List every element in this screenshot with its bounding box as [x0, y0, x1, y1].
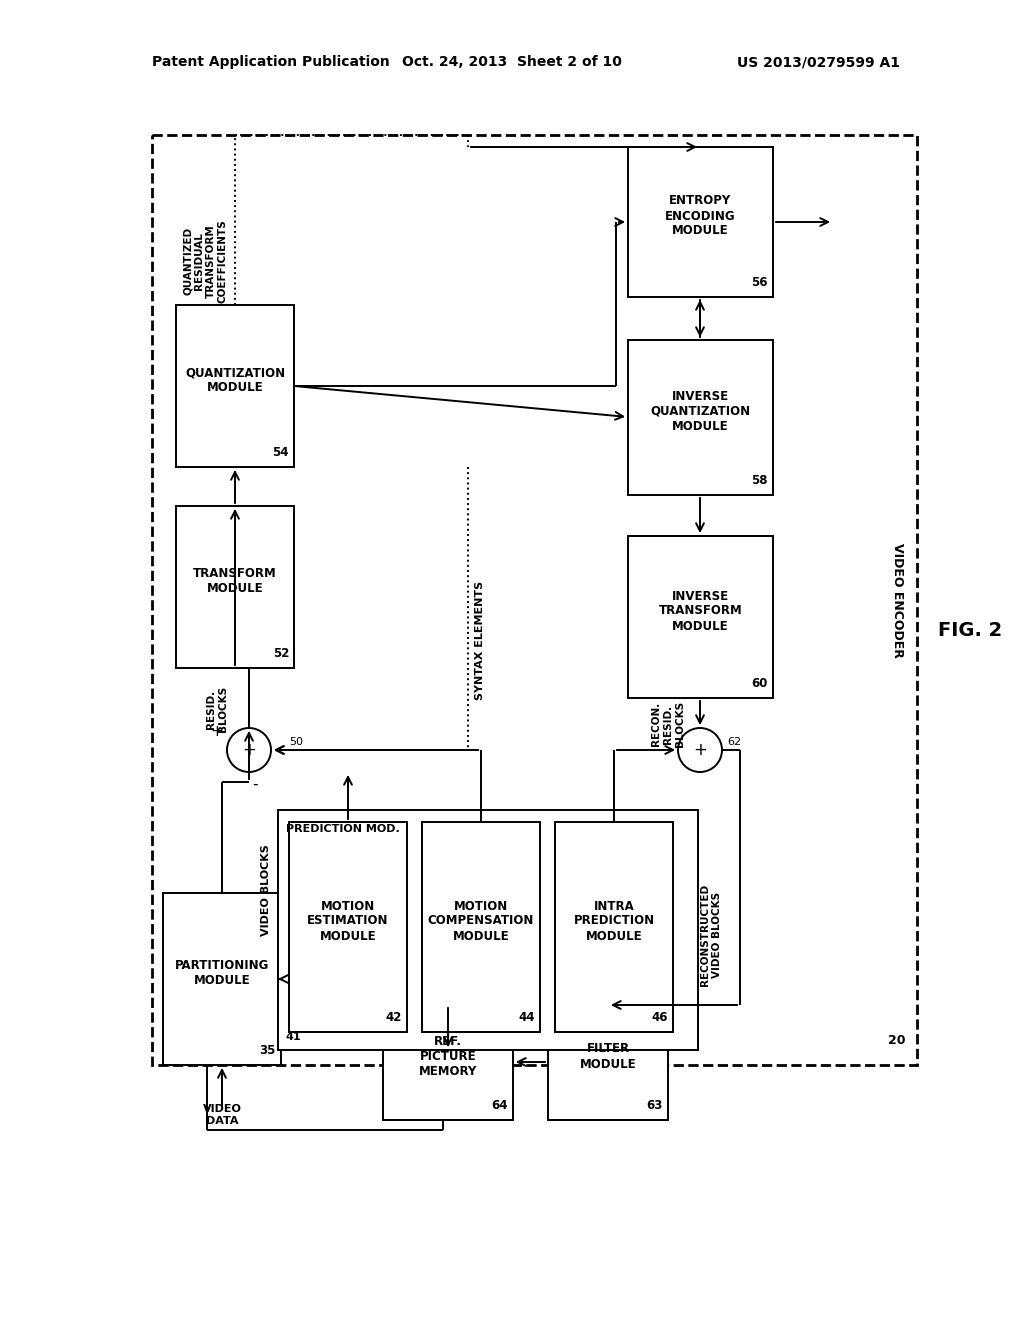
Text: VIDEO ENCODER: VIDEO ENCODER [891, 543, 903, 657]
Text: REF.
PICTURE
MEMORY: REF. PICTURE MEMORY [419, 1035, 477, 1078]
Text: 54: 54 [272, 446, 289, 459]
Text: SYNTAX ELEMENTS: SYNTAX ELEMENTS [475, 581, 485, 700]
Text: 42: 42 [386, 1011, 402, 1024]
Text: MOTION
ESTIMATION
MODULE: MOTION ESTIMATION MODULE [307, 899, 389, 942]
Text: +: + [242, 741, 256, 759]
Text: 52: 52 [272, 647, 289, 660]
Bar [548, 1005, 668, 1119]
Text: QUANTIZATION
MODULE: QUANTIZATION MODULE [185, 366, 285, 393]
Text: 50: 50 [289, 737, 303, 747]
Bar [628, 147, 773, 297]
Text: 64: 64 [492, 1100, 508, 1111]
Bar [628, 341, 773, 495]
Text: PREDICTION MOD.: PREDICTION MOD. [286, 824, 399, 834]
Text: 46: 46 [651, 1011, 668, 1024]
Bar [289, 822, 407, 1032]
Text: +: + [693, 741, 707, 759]
Text: US 2013/0279599 A1: US 2013/0279599 A1 [737, 55, 900, 69]
Bar [628, 536, 773, 698]
Text: FILTER
MODULE: FILTER MODULE [580, 1043, 636, 1071]
Bar [152, 135, 918, 1065]
Text: 56: 56 [752, 276, 768, 289]
Circle shape [227, 729, 271, 772]
Bar [555, 822, 673, 1032]
Text: RECON.
RESID.
BLOCKS: RECON. RESID. BLOCKS [651, 701, 685, 747]
Bar [163, 894, 281, 1065]
Text: Oct. 24, 2013  Sheet 2 of 10: Oct. 24, 2013 Sheet 2 of 10 [402, 55, 622, 69]
Text: 20: 20 [888, 1034, 906, 1047]
Text: QUANTIZED
RESIDUAL
TRANSFORM
COEFFICIENTS: QUANTIZED RESIDUAL TRANSFORM COEFFICIENT… [182, 219, 227, 302]
Text: RESID.
BLOCKS: RESID. BLOCKS [206, 686, 227, 733]
Text: FIG. 2: FIG. 2 [938, 620, 1002, 639]
Text: 60: 60 [752, 677, 768, 690]
Text: INVERSE
QUANTIZATION
MODULE: INVERSE QUANTIZATION MODULE [650, 389, 751, 433]
Text: 41: 41 [286, 1032, 302, 1041]
Text: 44: 44 [518, 1011, 535, 1024]
Bar [176, 305, 294, 467]
Text: 62: 62 [727, 737, 741, 747]
Text: PARTITIONING
MODULE: PARTITIONING MODULE [175, 960, 269, 987]
Text: 63: 63 [646, 1100, 663, 1111]
Text: TRANSFORM
MODULE: TRANSFORM MODULE [194, 568, 276, 595]
Text: 35: 35 [260, 1044, 276, 1057]
Text: Patent Application Publication: Patent Application Publication [152, 55, 390, 69]
Text: VIDEO
DATA: VIDEO DATA [203, 1105, 242, 1126]
Text: +: + [211, 725, 223, 739]
Circle shape [678, 729, 722, 772]
Text: INTRA
PREDICTION
MODULE: INTRA PREDICTION MODULE [573, 899, 654, 942]
Text: ENTROPY
ENCODING
MODULE: ENTROPY ENCODING MODULE [666, 194, 736, 238]
Text: VIDEO BLOCKS: VIDEO BLOCKS [261, 843, 271, 936]
Bar [176, 506, 294, 668]
Text: -: - [252, 776, 258, 792]
Bar [422, 822, 540, 1032]
Text: MOTION
COMPENSATION
MODULE: MOTION COMPENSATION MODULE [428, 899, 535, 942]
Text: RECONSTRUCTED
VIDEO BLOCKS: RECONSTRUCTED VIDEO BLOCKS [700, 884, 722, 986]
Bar [383, 1005, 513, 1119]
Text: INVERSE
TRANSFORM
MODULE: INVERSE TRANSFORM MODULE [658, 590, 742, 632]
Bar [278, 810, 698, 1049]
Text: 58: 58 [752, 474, 768, 487]
